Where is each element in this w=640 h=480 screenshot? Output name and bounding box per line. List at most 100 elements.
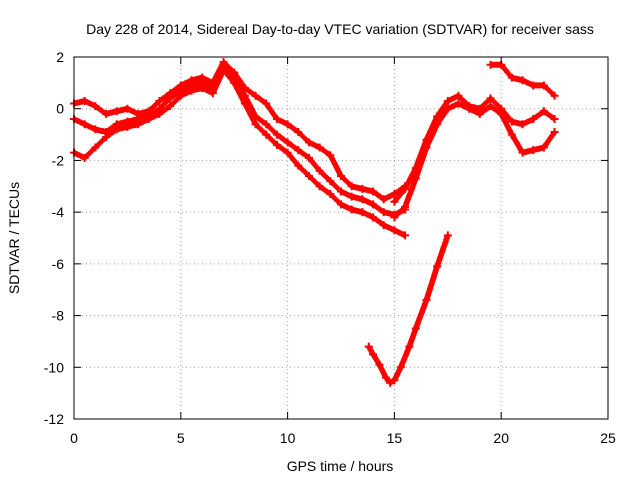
data-point [411, 164, 420, 173]
data-point [497, 104, 506, 113]
data-point [326, 190, 335, 199]
data-point [262, 130, 271, 139]
data-point [251, 120, 260, 129]
data-point [369, 200, 378, 209]
data-point [91, 125, 100, 134]
series-track-dip [364, 231, 452, 387]
y-tick-label: -4 [52, 204, 65, 220]
data-point [294, 127, 303, 136]
data-point [219, 65, 228, 74]
data-point [411, 324, 420, 333]
data-point [80, 120, 89, 129]
data-point [486, 60, 495, 69]
data-point [80, 96, 89, 105]
data-point [379, 195, 388, 204]
data-point [433, 262, 442, 271]
data-point [80, 153, 89, 162]
data-point [379, 208, 388, 217]
data-point [529, 81, 538, 90]
data-point [294, 161, 303, 170]
y-tick-label: -8 [52, 308, 65, 324]
data-point [304, 153, 313, 162]
data-point [240, 99, 249, 108]
data-point [454, 91, 463, 100]
data-point [315, 166, 324, 175]
data-point [283, 148, 292, 157]
data-point [358, 184, 367, 193]
data-point [379, 221, 388, 230]
data-point [375, 360, 384, 369]
data-point [347, 182, 356, 191]
data-point [304, 138, 313, 147]
data-point [475, 104, 484, 113]
plot-frame [73, 56, 609, 420]
data-point [443, 96, 452, 105]
data-point [539, 81, 548, 90]
data-point [337, 171, 345, 180]
data-point [272, 115, 281, 124]
data-point [315, 182, 324, 191]
data-point [155, 109, 164, 118]
data-point [326, 177, 335, 186]
data-point [386, 378, 395, 387]
data-point [396, 363, 405, 372]
data-point [262, 99, 271, 108]
data-point [550, 115, 559, 124]
data-point [507, 130, 516, 139]
data-point [337, 200, 345, 209]
y-tick-label: 2 [56, 49, 64, 65]
data-point [112, 107, 121, 116]
data-point [304, 171, 313, 180]
data-point [390, 376, 399, 385]
y-tick-label: -10 [44, 359, 64, 375]
data-point [401, 184, 410, 193]
x-tick-label: 20 [493, 430, 509, 446]
data-point [251, 91, 260, 100]
data-point [443, 231, 452, 240]
data-point [486, 94, 495, 103]
x-tick-labels: 0 5 10 15 20 25 [70, 430, 616, 446]
data-point [187, 86, 196, 95]
y-tick-label: -2 [52, 152, 65, 168]
data-point [433, 112, 442, 121]
data-point [155, 96, 164, 105]
x-tick-label: 15 [387, 430, 403, 446]
data-point [123, 104, 132, 113]
data-point [134, 120, 143, 129]
data-point [364, 342, 373, 351]
data-point [507, 117, 516, 126]
data-point [550, 91, 559, 100]
data-point [454, 99, 463, 108]
data-point [422, 296, 431, 305]
y-axis-label: SDTVAR / TECUs [6, 182, 22, 294]
data-point [539, 143, 548, 152]
data-point [390, 197, 399, 206]
data-point [390, 213, 399, 222]
data-point [358, 208, 367, 217]
data-point [144, 115, 153, 124]
data-point [518, 120, 527, 129]
data-point [390, 226, 399, 235]
y-tick-label: -6 [52, 256, 65, 272]
data-point [91, 102, 100, 111]
x-tick-label: 5 [177, 430, 185, 446]
data-point [539, 107, 548, 116]
y-tick-label: 0 [56, 101, 64, 117]
data-point [198, 84, 207, 93]
y-tick-labels: 2 0 -2 -4 -6 -8 -10 -12 [44, 49, 64, 427]
y-tick-label: -12 [44, 411, 64, 427]
data-point [326, 151, 335, 160]
x-axis-label: GPS time / hours [287, 458, 394, 474]
data-point [401, 202, 410, 211]
data-point [166, 94, 175, 103]
data-point [507, 73, 516, 82]
data-point [315, 143, 324, 152]
data-point [369, 213, 378, 222]
data-point [102, 133, 111, 142]
x-tick-label: 0 [70, 430, 78, 446]
data-point [176, 91, 185, 100]
data-point [518, 76, 527, 85]
data-point [518, 148, 527, 157]
